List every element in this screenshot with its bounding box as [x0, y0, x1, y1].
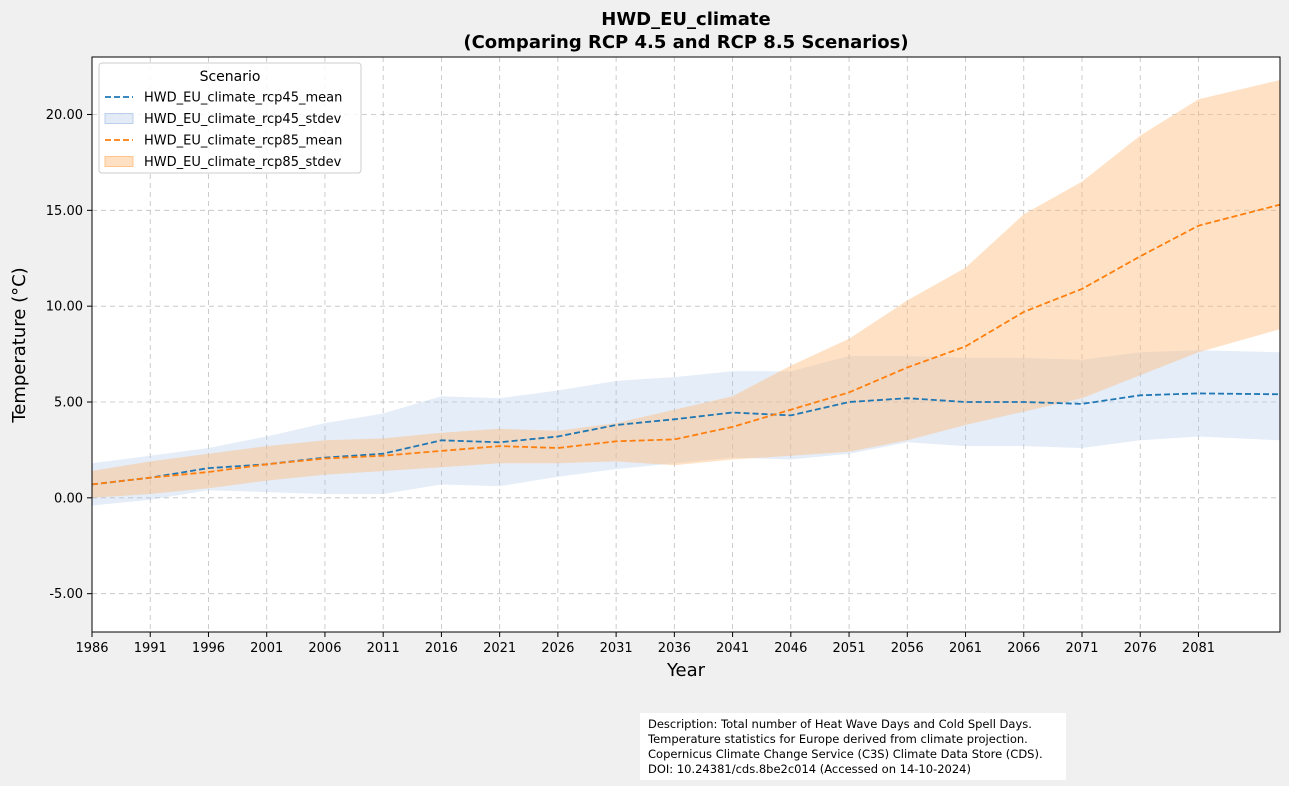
x-tick-label: 1986: [75, 641, 108, 656]
y-axis-label: Temperature (°C): [9, 267, 30, 423]
description-box: Description: Total number of Heat Wave D…: [640, 713, 1066, 780]
legend-label: HWD_EU_climate_rcp45_stdev: [144, 112, 342, 127]
rcp45-stdev-band: [92, 350, 1280, 506]
x-tick-label: 2036: [658, 641, 691, 656]
y-tick-label: 15.00: [46, 204, 83, 219]
plot-frame: [91, 56, 1281, 633]
description-line: Description: Total number of Heat Wave D…: [648, 717, 1032, 731]
x-tick-label: 2016: [425, 641, 458, 656]
rcp85-mean-line: [91, 203, 1281, 486]
x-tick-label: 2061: [949, 641, 982, 656]
legend-title: Scenario: [200, 69, 261, 85]
x-tick-label: 2051: [833, 641, 866, 656]
legend-label: HWD_EU_climate_rcp85_stdev: [144, 155, 342, 170]
x-tick-label: 2071: [1065, 641, 1098, 656]
bands: [92, 80, 1280, 506]
x-tick-label: 2056: [891, 641, 924, 656]
x-tick-label: 2046: [774, 641, 807, 656]
x-tick-label: 2026: [541, 641, 574, 656]
grid: [91, 57, 1280, 632]
legend-entry: HWD_EU_climate_rcp85_stdev: [104, 155, 342, 170]
legend-band-swatch: [104, 156, 134, 167]
description-line: DOI: 10.24381/cds.8be2c014 (Accessed on …: [648, 762, 971, 776]
x-tick-label: 2011: [367, 641, 400, 656]
x-tick-label: 2076: [1124, 641, 1157, 656]
legend-label: HWD_EU_climate_rcp85_mean: [144, 134, 342, 149]
legend-band-swatch: [104, 113, 134, 124]
description-line: Temperature statistics for Europe derive…: [648, 732, 1028, 746]
lines: [91, 203, 1281, 486]
legend-entry: HWD_EU_climate_rcp45_stdev: [104, 112, 342, 127]
legend-entries: HWD_EU_climate_rcp45_mean HWD_EU_climate_…: [104, 91, 342, 170]
legend-entry: HWD_EU_climate_rcp85_mean: [105, 134, 342, 149]
y-tick-label: 5.00: [54, 396, 83, 411]
x-axis-label: Year: [666, 660, 706, 681]
y-axis-ticks: -5.00 0.00 5.00 10.00 15.00 20.00: [46, 108, 92, 602]
legend-label: HWD_EU_climate_rcp45_mean: [144, 91, 342, 106]
legend: Scenario HWD_EU_climate_rcp45_meanHWD_EU…: [98, 62, 362, 174]
rcp45-mean-line: [91, 392, 1281, 486]
y-tick-label: 20.00: [46, 108, 83, 123]
x-tick-label: 2081: [1182, 641, 1215, 656]
y-tick-label: 0.00: [54, 491, 83, 506]
legend-entry: HWD_EU_climate_rcp45_mean: [105, 91, 342, 106]
x-tick-label: 1996: [192, 641, 225, 656]
description-line: Copernicus Climate Change Service (C3S) …: [648, 747, 1043, 761]
chart-title: HWD_EU_climate: [601, 9, 771, 30]
legend-box: [98, 62, 362, 174]
x-tick-label: 2006: [308, 641, 341, 656]
x-tick-label: 2031: [600, 641, 633, 656]
x-tick-label: 2001: [250, 641, 283, 656]
x-axis-ticks: 1986 1991 1996 2001 2006 2011 2016 2021 2026 2031…: [75, 632, 1215, 656]
rcp85-stdev-band: [92, 80, 1280, 498]
chart-subtitle: (Comparing RCP 4.5 and RCP 8.5 Scenarios…: [463, 32, 908, 53]
x-tick-label: 2021: [483, 641, 516, 656]
x-tick-label: 1991: [134, 641, 167, 656]
x-tick-label: 2066: [1007, 641, 1040, 656]
y-tick-label: -5.00: [49, 587, 83, 602]
x-tick-label: 2041: [716, 641, 749, 656]
y-tick-label: 10.00: [46, 300, 83, 315]
